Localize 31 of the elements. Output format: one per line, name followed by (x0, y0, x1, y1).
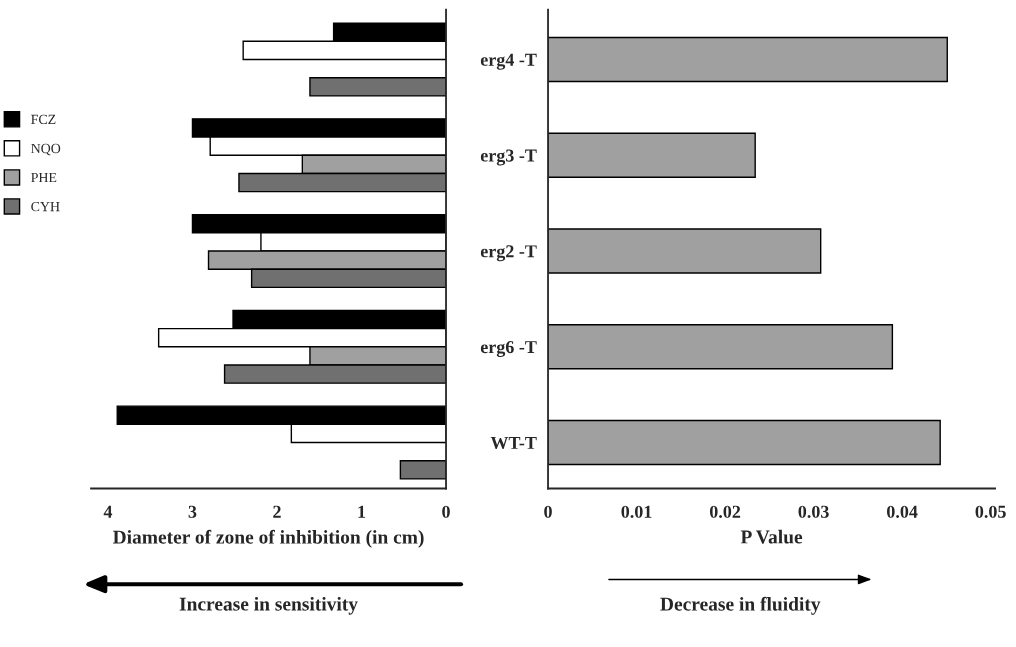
bar (548, 228, 822, 274)
text: Decrease in fluidity (660, 596, 821, 615)
text: Increase in sensitivity (179, 596, 358, 615)
legend-label: NQO (31, 143, 61, 156)
x-tick-label: 3 (188, 505, 197, 518)
x-tick-label: 0 (544, 505, 552, 518)
x-axis-title: P Value (740, 529, 803, 544)
legend-label: FCZ (31, 114, 56, 125)
legend-label: PHE (31, 172, 57, 183)
x-tick-label: 0 (442, 505, 450, 518)
bar (548, 324, 894, 370)
bar (548, 36, 948, 83)
x-tick-label: 0.03 (798, 505, 829, 518)
x-tick-label: 4 (103, 505, 113, 518)
y-tick-label: WT-T (490, 436, 537, 450)
bar (548, 419, 941, 466)
y-tick-label: erg4 -T (480, 53, 537, 70)
x-tick-label: 0.04 (887, 505, 918, 518)
bar (548, 132, 756, 178)
x-tick-label: 1 (358, 505, 366, 518)
y-tick-label: erg3 -T (480, 149, 537, 166)
bar (309, 76, 447, 97)
x-tick-label: 0.01 (621, 505, 652, 518)
y-tick-label: erg2 -T (480, 245, 537, 262)
bar (399, 460, 447, 480)
x-tick-label: 2 (273, 505, 281, 518)
x-tick-label: 0.02 (709, 505, 741, 518)
x-axis-title: Diameter of zone of inhibition (in cm) (112, 529, 424, 548)
y-tick-label: erg6 -T (480, 341, 537, 357)
x-tick-label: 0.05 (975, 505, 1006, 518)
legend-label: CYH (31, 201, 60, 212)
